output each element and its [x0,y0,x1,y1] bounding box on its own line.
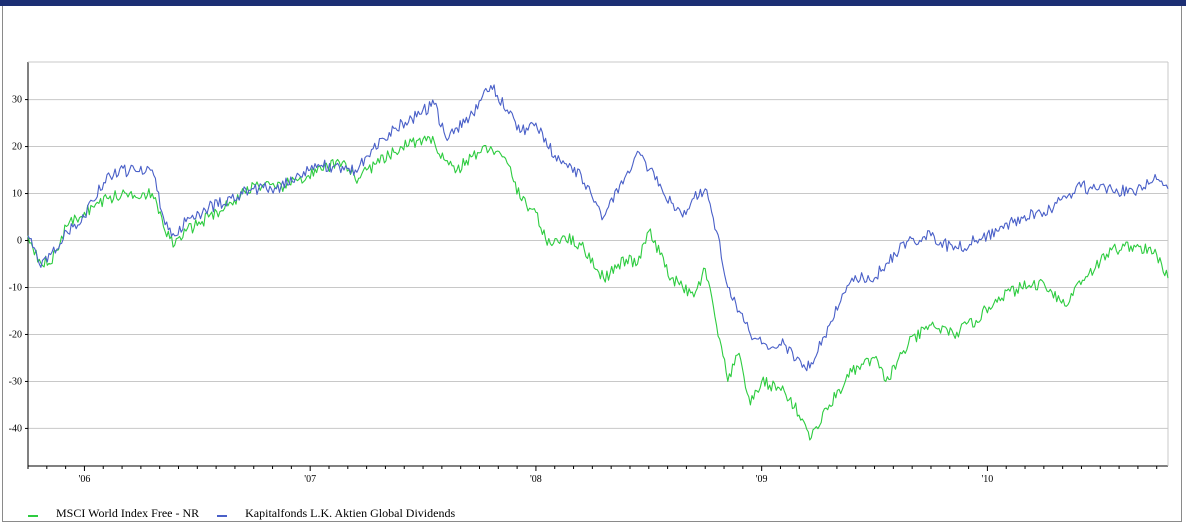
series-line-1 [27,84,1169,372]
y-axis-ticks: 30 20 10 0 -10 -20 -30 -40 [9,95,28,434]
plot-area [28,62,1168,466]
x-tick-label-3: '09 [756,474,768,485]
y-tick-label-0: 30 [12,95,22,106]
y-tick-label-2: 10 [12,189,22,200]
y-tick-label-6: -30 [9,376,22,387]
series-lines [27,84,1169,441]
y-tick-label-5: -20 [9,329,22,340]
series-line-0 [27,135,1169,441]
legend-entry-kapitalfonds: Kapitalfonds L.K. Aktien Global Dividend… [217,506,455,521]
x-tick-label-2: '08 [530,474,542,485]
legend-swatch-msci [28,515,38,517]
legend-label-msci: MSCI World Index Free - NR [56,505,200,520]
x-tick-label-0: '06 [79,474,91,485]
gridlines [28,99,1168,429]
y-tick-label-1: 20 [12,142,22,153]
legend-label-kapitalfonds: Kapitalfonds L.K. Aktien Global Dividend… [245,505,456,520]
y-tick-label-3: 0 [17,236,22,247]
title-bar [0,0,1186,6]
x-tick-label-1: '07 [304,474,316,485]
chart-border [2,6,1182,522]
y-tick-label-7: -40 [9,423,22,434]
x-tick-label-4: '10 [981,474,993,485]
legend-swatch-kapitalfonds [217,515,228,517]
legend: MSCI World Index Free - NR Kapitalfonds … [28,505,473,521]
axes [27,61,1169,467]
legend-entry-msci: MSCI World Index Free - NR [28,506,199,521]
y-tick-label-4: -10 [9,282,22,293]
x-axis-ticks: '06 '07 '08 '09 '10 [27,466,1158,485]
